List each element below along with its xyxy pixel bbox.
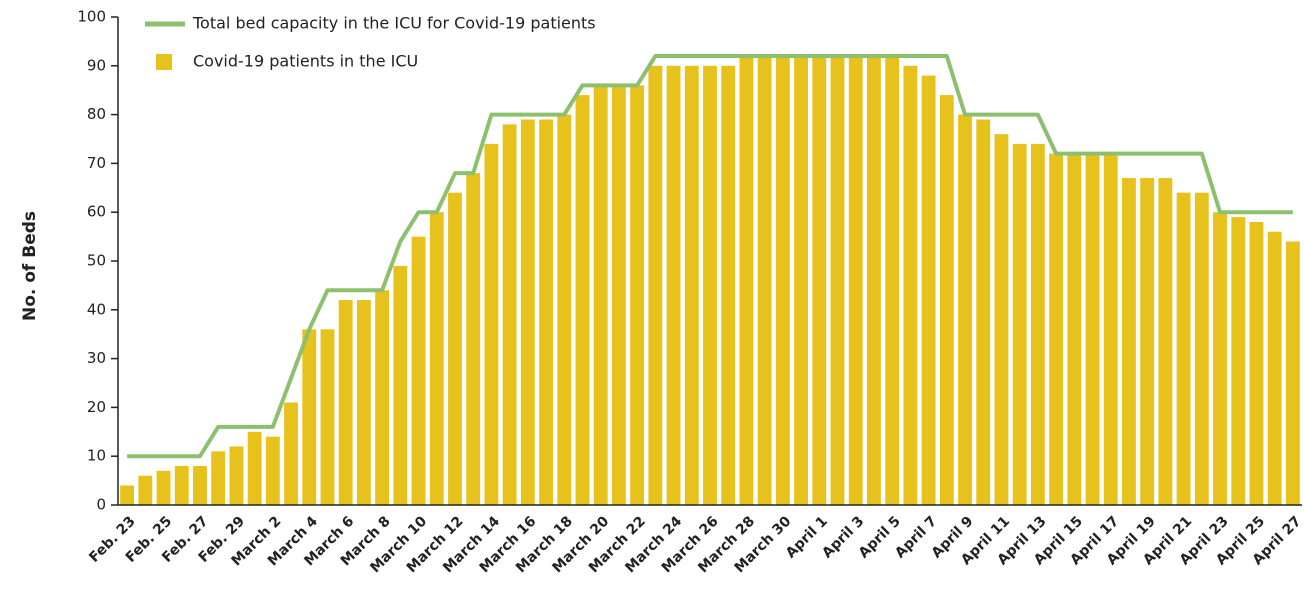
bar [775, 56, 790, 505]
bar [429, 212, 444, 505]
bar [630, 85, 645, 505]
bar [1049, 153, 1064, 505]
bar [265, 436, 280, 505]
bar [156, 470, 171, 505]
bar [1012, 143, 1027, 505]
bar [193, 465, 207, 505]
bar [976, 119, 991, 505]
bar [684, 65, 699, 506]
bar [120, 485, 135, 505]
y-tick-label: 60 [87, 203, 106, 221]
y-tick-label: 30 [87, 349, 106, 367]
bar [320, 329, 335, 505]
bar [1267, 231, 1282, 505]
bar [1067, 153, 1082, 505]
bar [939, 95, 954, 505]
bar [138, 475, 153, 505]
bar [867, 56, 881, 505]
bar [448, 192, 462, 505]
bar [393, 265, 408, 505]
y-tick-label: 0 [96, 496, 106, 514]
bar [885, 56, 900, 505]
bar [356, 300, 371, 505]
bar [1030, 143, 1045, 505]
y-tick-label: 100 [77, 8, 106, 26]
bar [648, 65, 663, 506]
bar [848, 56, 863, 505]
legend-label: Covid-19 patients in the ICU [193, 52, 418, 71]
bar [1249, 221, 1264, 505]
bar [794, 56, 808, 505]
bar [338, 300, 353, 505]
capacity-line [127, 54, 1293, 459]
bar [284, 402, 298, 505]
bar [539, 119, 553, 505]
bar [703, 65, 717, 506]
bar [1103, 153, 1118, 505]
bar [375, 290, 390, 505]
bar [812, 56, 827, 505]
bar [1194, 192, 1209, 505]
bar [921, 75, 936, 505]
y-tick-label: 20 [87, 398, 106, 416]
bar [757, 56, 772, 505]
y-axis-label: No. of Beds [20, 211, 40, 321]
bar [557, 114, 572, 505]
y-tick-label: 80 [87, 105, 106, 123]
bar [575, 95, 590, 505]
legend-label: Total bed capacity in the ICU for Covid-… [192, 14, 596, 33]
bar [994, 134, 1009, 505]
bar [958, 114, 972, 505]
bar [1285, 241, 1300, 506]
y-tick-label: 10 [87, 447, 106, 465]
y-tick-label: 90 [87, 56, 106, 74]
bar [1231, 217, 1246, 505]
bar [739, 56, 754, 505]
bar [666, 65, 681, 506]
bar [211, 451, 226, 505]
bar [1122, 178, 1136, 506]
legend-swatch [156, 54, 172, 70]
bar [830, 56, 845, 505]
bar [229, 446, 244, 505]
bar [174, 465, 189, 505]
bar [302, 329, 317, 505]
bar [1176, 192, 1191, 505]
y-tick-label: 70 [87, 154, 106, 172]
bar [903, 65, 918, 506]
bar [1085, 153, 1100, 505]
bar [593, 85, 608, 505]
bar [1158, 178, 1173, 506]
y-tick-label: 40 [87, 300, 106, 318]
bar [721, 65, 736, 506]
bar [502, 124, 517, 506]
y-tick-label: 50 [87, 252, 106, 270]
bar [247, 431, 262, 505]
bar [411, 236, 426, 505]
bar [1140, 178, 1155, 506]
bar [466, 173, 481, 505]
bar [484, 143, 499, 505]
bar [1213, 212, 1227, 505]
bar [612, 85, 626, 505]
bar [520, 119, 535, 505]
